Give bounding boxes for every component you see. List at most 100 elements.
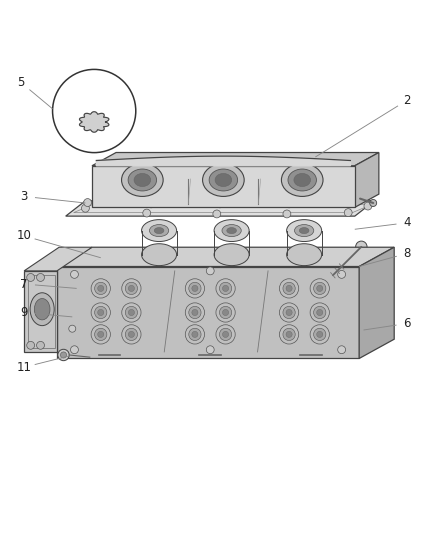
Ellipse shape [30,293,54,326]
Circle shape [98,332,104,337]
Circle shape [192,285,198,292]
Circle shape [189,282,201,295]
Circle shape [60,352,67,358]
Circle shape [185,325,205,344]
Circle shape [314,282,326,295]
Circle shape [185,303,205,322]
Circle shape [91,325,110,344]
Polygon shape [57,266,359,359]
Circle shape [370,199,377,206]
Polygon shape [92,166,355,207]
Circle shape [223,310,229,316]
Circle shape [125,306,138,319]
Ellipse shape [299,228,309,233]
Circle shape [356,241,367,253]
Circle shape [147,200,155,208]
Ellipse shape [281,164,323,197]
Circle shape [185,279,205,298]
Text: 8: 8 [404,247,411,260]
Polygon shape [57,247,394,266]
Circle shape [216,279,235,298]
Text: 7: 7 [20,278,28,290]
Ellipse shape [202,164,244,197]
Circle shape [84,199,92,206]
Circle shape [122,279,141,298]
Circle shape [125,328,138,341]
Polygon shape [355,152,379,207]
Circle shape [344,209,352,216]
Ellipse shape [149,224,169,237]
Polygon shape [66,201,374,216]
Polygon shape [24,247,92,271]
Circle shape [189,328,201,341]
Circle shape [317,332,323,337]
Ellipse shape [128,169,157,191]
Ellipse shape [141,244,177,265]
Circle shape [223,332,229,337]
Circle shape [336,265,343,273]
Circle shape [213,210,221,218]
Circle shape [216,325,235,344]
Circle shape [122,325,141,344]
Circle shape [310,303,329,322]
Circle shape [125,282,138,295]
Ellipse shape [294,224,314,237]
Circle shape [223,285,229,292]
Circle shape [314,328,326,341]
Circle shape [98,285,104,292]
Circle shape [189,306,201,319]
Circle shape [283,328,295,341]
Circle shape [338,346,346,354]
Circle shape [95,282,107,295]
Ellipse shape [286,220,321,241]
Circle shape [27,273,35,281]
Circle shape [95,306,107,319]
Circle shape [58,349,69,361]
Circle shape [346,200,354,208]
Circle shape [364,202,372,210]
Circle shape [91,279,110,298]
Circle shape [122,303,141,322]
Ellipse shape [214,220,249,241]
Circle shape [219,306,232,319]
Circle shape [314,306,326,319]
Polygon shape [96,156,350,166]
Circle shape [128,285,134,292]
Circle shape [286,332,292,337]
Polygon shape [79,112,109,132]
Circle shape [192,332,198,337]
Ellipse shape [34,298,50,320]
Ellipse shape [227,228,237,233]
Circle shape [216,303,235,322]
Circle shape [338,270,346,278]
Polygon shape [24,271,57,352]
Ellipse shape [154,228,164,233]
Text: 2: 2 [403,94,411,107]
Ellipse shape [209,169,237,191]
Circle shape [206,267,214,275]
Polygon shape [359,247,394,359]
Circle shape [206,346,214,354]
Circle shape [91,303,110,322]
Polygon shape [92,152,379,166]
Text: 4: 4 [403,216,411,229]
Circle shape [128,310,134,316]
Circle shape [36,273,45,281]
Ellipse shape [286,244,321,265]
Circle shape [317,310,323,316]
Circle shape [71,270,78,278]
Circle shape [95,328,107,341]
Circle shape [219,282,232,295]
Text: 11: 11 [17,361,32,374]
Circle shape [143,209,151,217]
Circle shape [219,328,232,341]
Circle shape [98,310,104,316]
Ellipse shape [214,244,249,265]
Circle shape [69,325,76,332]
Circle shape [81,204,89,212]
Ellipse shape [141,220,177,241]
Circle shape [128,332,134,337]
Circle shape [216,200,224,208]
Circle shape [36,342,45,349]
Text: 5: 5 [18,76,25,89]
